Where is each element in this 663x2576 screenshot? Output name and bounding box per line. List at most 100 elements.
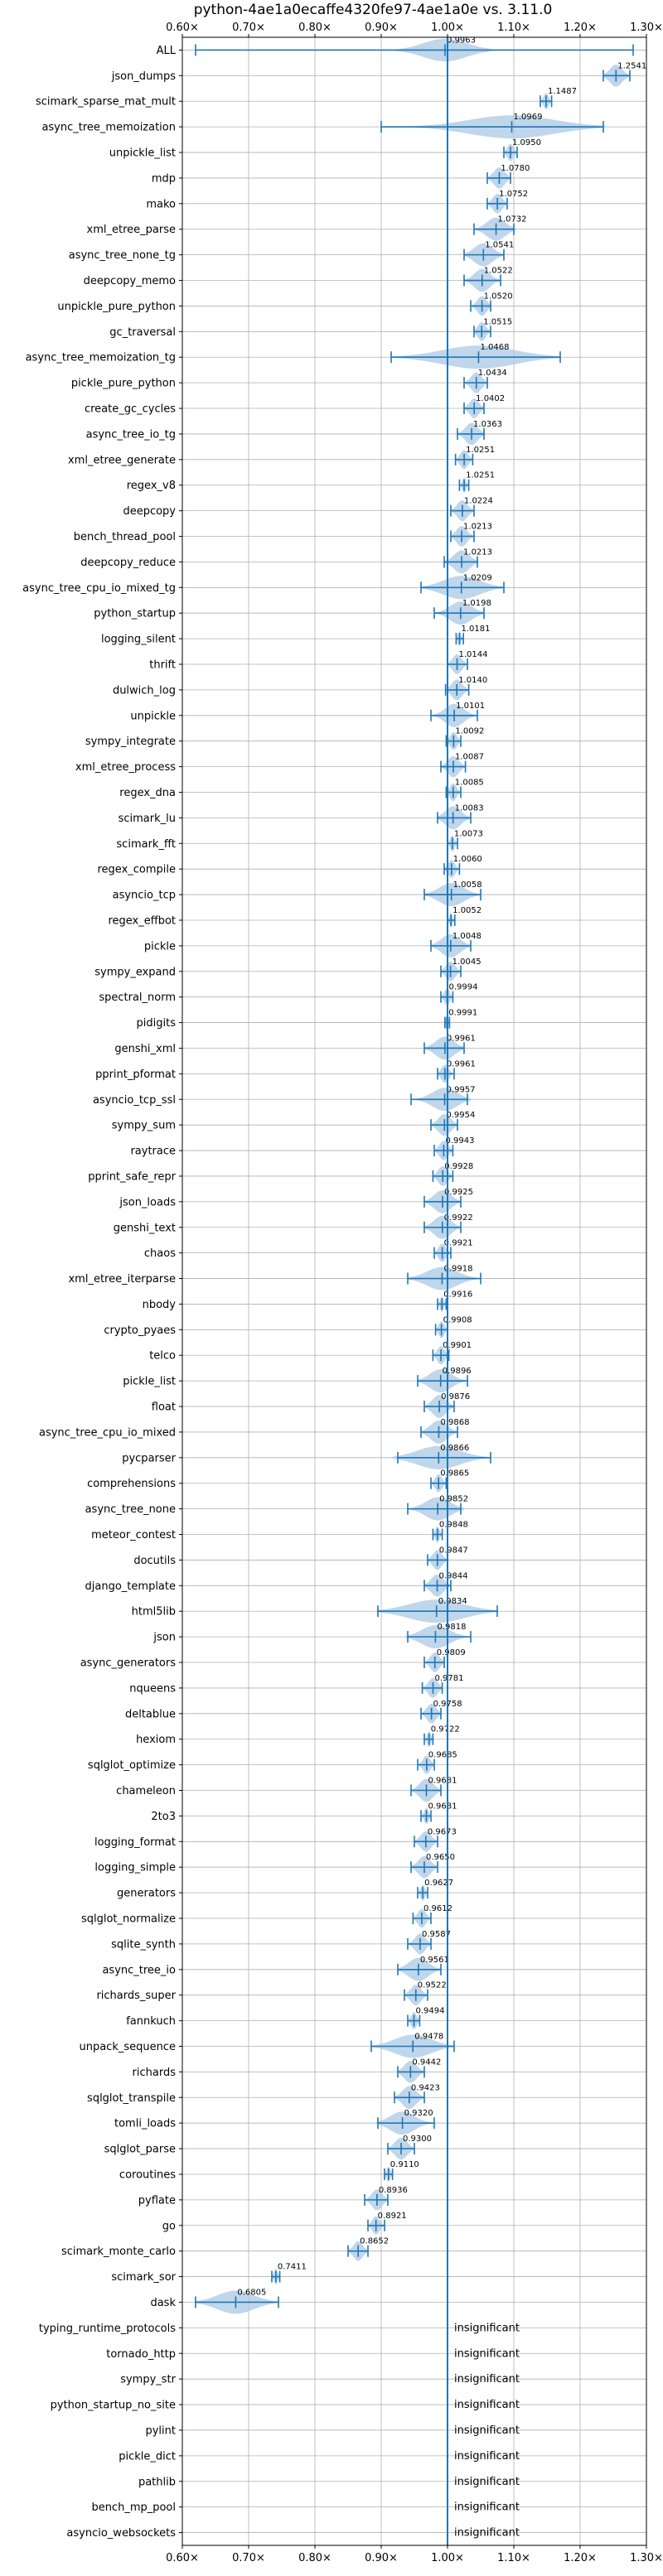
value-label: 0.9110: [390, 2160, 419, 2169]
category-label: regex_v8: [127, 480, 176, 492]
value-label: 0.9494: [416, 2007, 445, 2016]
value-label: 0.9921: [444, 1239, 473, 1248]
value-label: 0.9848: [439, 1521, 468, 1530]
value-label: 0.9925: [444, 1188, 473, 1197]
category-label: scimark_sparse_mat_mult: [36, 96, 176, 109]
value-label: 1.0752: [499, 190, 528, 199]
value-label: 0.9868: [440, 1418, 469, 1427]
x-tick-label-bottom: 0.70×: [232, 2552, 265, 2564]
x-tick-label-bottom: 1.10×: [497, 2552, 530, 2564]
value-label: 0.9918: [443, 1265, 472, 1274]
value-label: 0.9943: [445, 1136, 474, 1146]
insignificant-label: insignificant: [454, 2322, 520, 2334]
x-tick-label-top: 1.00×: [431, 22, 464, 34]
category-label: pickle_list: [123, 1376, 176, 1388]
category-label: float: [152, 1401, 176, 1414]
category-label: async_generators: [80, 1657, 177, 1670]
category-label: meteor_contest: [91, 1529, 176, 1541]
value-label: 0.7411: [278, 2263, 307, 2272]
category-label: mdp: [152, 172, 176, 185]
category-label: json_loads: [119, 1196, 176, 1208]
category-label: chameleon: [116, 1785, 176, 1797]
category-label: create_gc_cycles: [85, 403, 176, 416]
category-label: logging_format: [94, 1836, 176, 1849]
x-tick-label-top: 0.60×: [166, 22, 199, 34]
value-label: 1.0520: [484, 292, 513, 301]
value-label: 1.0780: [501, 164, 530, 173]
category-label: sympy_integrate: [85, 736, 176, 748]
category-label: sympy_expand: [94, 966, 176, 978]
value-label: 0.9442: [412, 2057, 441, 2067]
value-label: 1.2541: [617, 61, 646, 70]
category-label: richards: [133, 2067, 177, 2079]
category-label: pidigits: [137, 1017, 177, 1030]
category-label: scimark_sor: [111, 2271, 176, 2284]
category-label: html5lib: [132, 1606, 176, 1618]
category-label: xml_etree_generate: [68, 454, 176, 466]
category-label: nqueens: [129, 1682, 176, 1695]
category-label: typing_runtime_protocols: [39, 2323, 176, 2335]
category-label: unpickle_pure_python: [57, 301, 176, 313]
category-label: xml_etree_process: [75, 761, 176, 774]
value-label: 0.9818: [437, 1623, 466, 1632]
category-label: regex_dna: [119, 787, 176, 799]
category-label: fannkuch: [126, 2015, 176, 2028]
value-label: 0.9834: [438, 1597, 467, 1606]
category-label: crypto_pyaes: [104, 1324, 176, 1337]
category-label: xml_etree_iterparse: [68, 1273, 176, 1286]
category-label: gc_traversal: [109, 326, 176, 339]
value-label: 0.9673: [428, 1827, 457, 1836]
category-label: raytrace: [130, 1146, 176, 1158]
value-label: 1.1487: [548, 87, 577, 96]
x-tick-label-top: 1.20×: [564, 22, 597, 34]
value-label: 0.9916: [443, 1290, 472, 1299]
category-label: regex_compile: [97, 864, 176, 876]
value-label: 0.9781: [434, 1674, 463, 1683]
category-label: pyflate: [138, 2194, 176, 2207]
value-label: 0.9681: [428, 1777, 457, 1786]
value-label: 1.0251: [466, 471, 495, 480]
x-tick-label-bottom: 1.30×: [630, 2552, 663, 2564]
category-label: unpickle: [130, 710, 176, 722]
value-label: 0.9961: [447, 1059, 476, 1069]
category-label: ALL: [157, 45, 177, 57]
value-label: 0.9650: [426, 1853, 455, 1862]
x-tick-label-top: 1.10×: [497, 22, 530, 34]
value-label: 0.9961: [447, 1034, 476, 1043]
category-label: async_tree_io: [102, 1964, 176, 1976]
category-label: async_tree_cpu_io_mixed: [39, 1426, 176, 1439]
category-label: pathlib: [138, 2476, 176, 2488]
category-label: deepcopy_reduce: [80, 557, 176, 569]
insignificant-label: insignificant: [454, 2399, 520, 2411]
value-label: 1.0060: [453, 855, 482, 864]
category-label: sqlglot_transpile: [87, 2092, 176, 2105]
x-tick-label-top: 1.30×: [630, 22, 663, 34]
category-label: django_template: [85, 1580, 176, 1593]
category-label: go: [162, 2220, 176, 2232]
category-label: async_tree_none: [85, 1503, 176, 1516]
value-label: 0.9627: [424, 1879, 453, 1888]
category-label: json: [152, 1632, 176, 1644]
insignificant-label: insignificant: [454, 2450, 520, 2463]
value-label: 0.9908: [443, 1315, 472, 1324]
value-label: 1.0515: [483, 317, 512, 326]
x-tick-label-bottom: 0.80×: [298, 2552, 332, 2564]
value-label: 1.0224: [464, 497, 493, 506]
category-label: pycparser: [122, 1452, 176, 1464]
insignificant-label: insignificant: [454, 2527, 520, 2540]
value-label: 0.9922: [444, 1213, 473, 1223]
value-label: 0.9587: [422, 1930, 451, 1939]
value-label: 1.0144: [459, 650, 488, 659]
category-label: asyncio_websockets: [66, 2527, 176, 2540]
category-label: logging_silent: [101, 634, 176, 646]
category-label: regex_effbot: [108, 914, 176, 927]
value-label: 0.9994: [449, 983, 478, 992]
category-label: thrift: [149, 659, 176, 672]
value-label: 0.9865: [440, 1469, 469, 1479]
category-label: sympy_sum: [112, 1120, 176, 1132]
value-label: 0.8936: [379, 2186, 408, 2195]
value-label: 0.9847: [439, 1546, 468, 1555]
category-label: sqlglot_optimize: [88, 1759, 176, 1772]
category-label: sqlite_synth: [111, 1938, 176, 1951]
value-label: 1.0085: [455, 778, 484, 787]
